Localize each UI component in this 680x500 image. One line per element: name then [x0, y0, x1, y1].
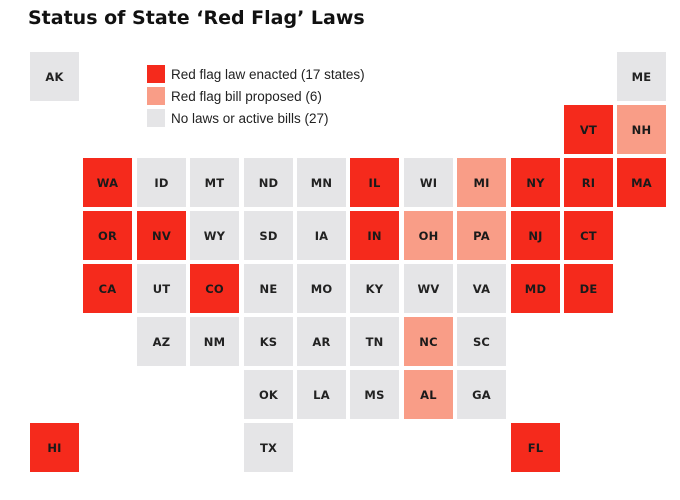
state-tile-ar: AR	[297, 317, 346, 366]
state-tile-fl: FL	[511, 423, 560, 472]
state-tile-ct: CT	[564, 211, 613, 260]
state-tile-sd: SD	[244, 211, 293, 260]
state-tile-nj: NJ	[511, 211, 560, 260]
state-tile-hi: HI	[30, 423, 79, 472]
state-tile-ok: OK	[244, 370, 293, 419]
state-tile-ms: MS	[350, 370, 399, 419]
legend-swatch-enacted	[147, 65, 165, 83]
state-tile-ks: KS	[244, 317, 293, 366]
state-tile-ut: UT	[137, 264, 186, 313]
state-tile-ak: AK	[30, 52, 79, 101]
state-tile-mo: MO	[297, 264, 346, 313]
legend-swatch-none	[147, 109, 165, 127]
state-tile-wa: WA	[83, 158, 132, 207]
state-tile-vt: VT	[564, 105, 613, 154]
state-tile-or: OR	[83, 211, 132, 260]
state-tile-nc: NC	[404, 317, 453, 366]
legend: Red flag law enacted (17 states) Red flag…	[147, 63, 365, 129]
state-tile-ne: NE	[244, 264, 293, 313]
state-tile-va: VA	[457, 264, 506, 313]
state-tile-md: MD	[511, 264, 560, 313]
state-tile-pa: PA	[457, 211, 506, 260]
state-tile-ca: CA	[83, 264, 132, 313]
state-tile-tx: TX	[244, 423, 293, 472]
state-tile-az: AZ	[137, 317, 186, 366]
state-tile-wv: WV	[404, 264, 453, 313]
legend-item-enacted: Red flag law enacted (17 states)	[147, 63, 365, 85]
state-tile-wi: WI	[404, 158, 453, 207]
state-tile-il: IL	[350, 158, 399, 207]
state-tile-de: DE	[564, 264, 613, 313]
legend-label-none: No laws or active bills (27)	[171, 110, 329, 126]
state-tile-nd: ND	[244, 158, 293, 207]
state-tile-oh: OH	[404, 211, 453, 260]
state-tile-mn: MN	[297, 158, 346, 207]
state-tile-sc: SC	[457, 317, 506, 366]
state-tile-ma: MA	[617, 158, 666, 207]
legend-item-none: No laws or active bills (27)	[147, 107, 365, 129]
state-tile-id: ID	[137, 158, 186, 207]
state-tile-nm: NM	[190, 317, 239, 366]
state-tile-mi: MI	[457, 158, 506, 207]
state-tile-ny: NY	[511, 158, 560, 207]
state-tile-wy: WY	[190, 211, 239, 260]
state-tile-mt: MT	[190, 158, 239, 207]
state-tile-nh: NH	[617, 105, 666, 154]
state-tile-in: IN	[350, 211, 399, 260]
legend-label-proposed: Red flag bill proposed (6)	[171, 88, 322, 104]
state-tile-co: CO	[190, 264, 239, 313]
state-tile-ky: KY	[350, 264, 399, 313]
legend-label-enacted: Red flag law enacted (17 states)	[171, 66, 365, 82]
legend-swatch-proposed	[147, 87, 165, 105]
state-tile-me: ME	[617, 52, 666, 101]
state-tile-tn: TN	[350, 317, 399, 366]
state-tile-la: LA	[297, 370, 346, 419]
legend-item-proposed: Red flag bill proposed (6)	[147, 85, 365, 107]
state-tile-al: AL	[404, 370, 453, 419]
state-tile-nv: NV	[137, 211, 186, 260]
chart-title: Status of State ‘Red Flag’ Laws	[28, 7, 365, 29]
state-tile-ri: RI	[564, 158, 613, 207]
state-tile-ga: GA	[457, 370, 506, 419]
state-tile-ia: IA	[297, 211, 346, 260]
